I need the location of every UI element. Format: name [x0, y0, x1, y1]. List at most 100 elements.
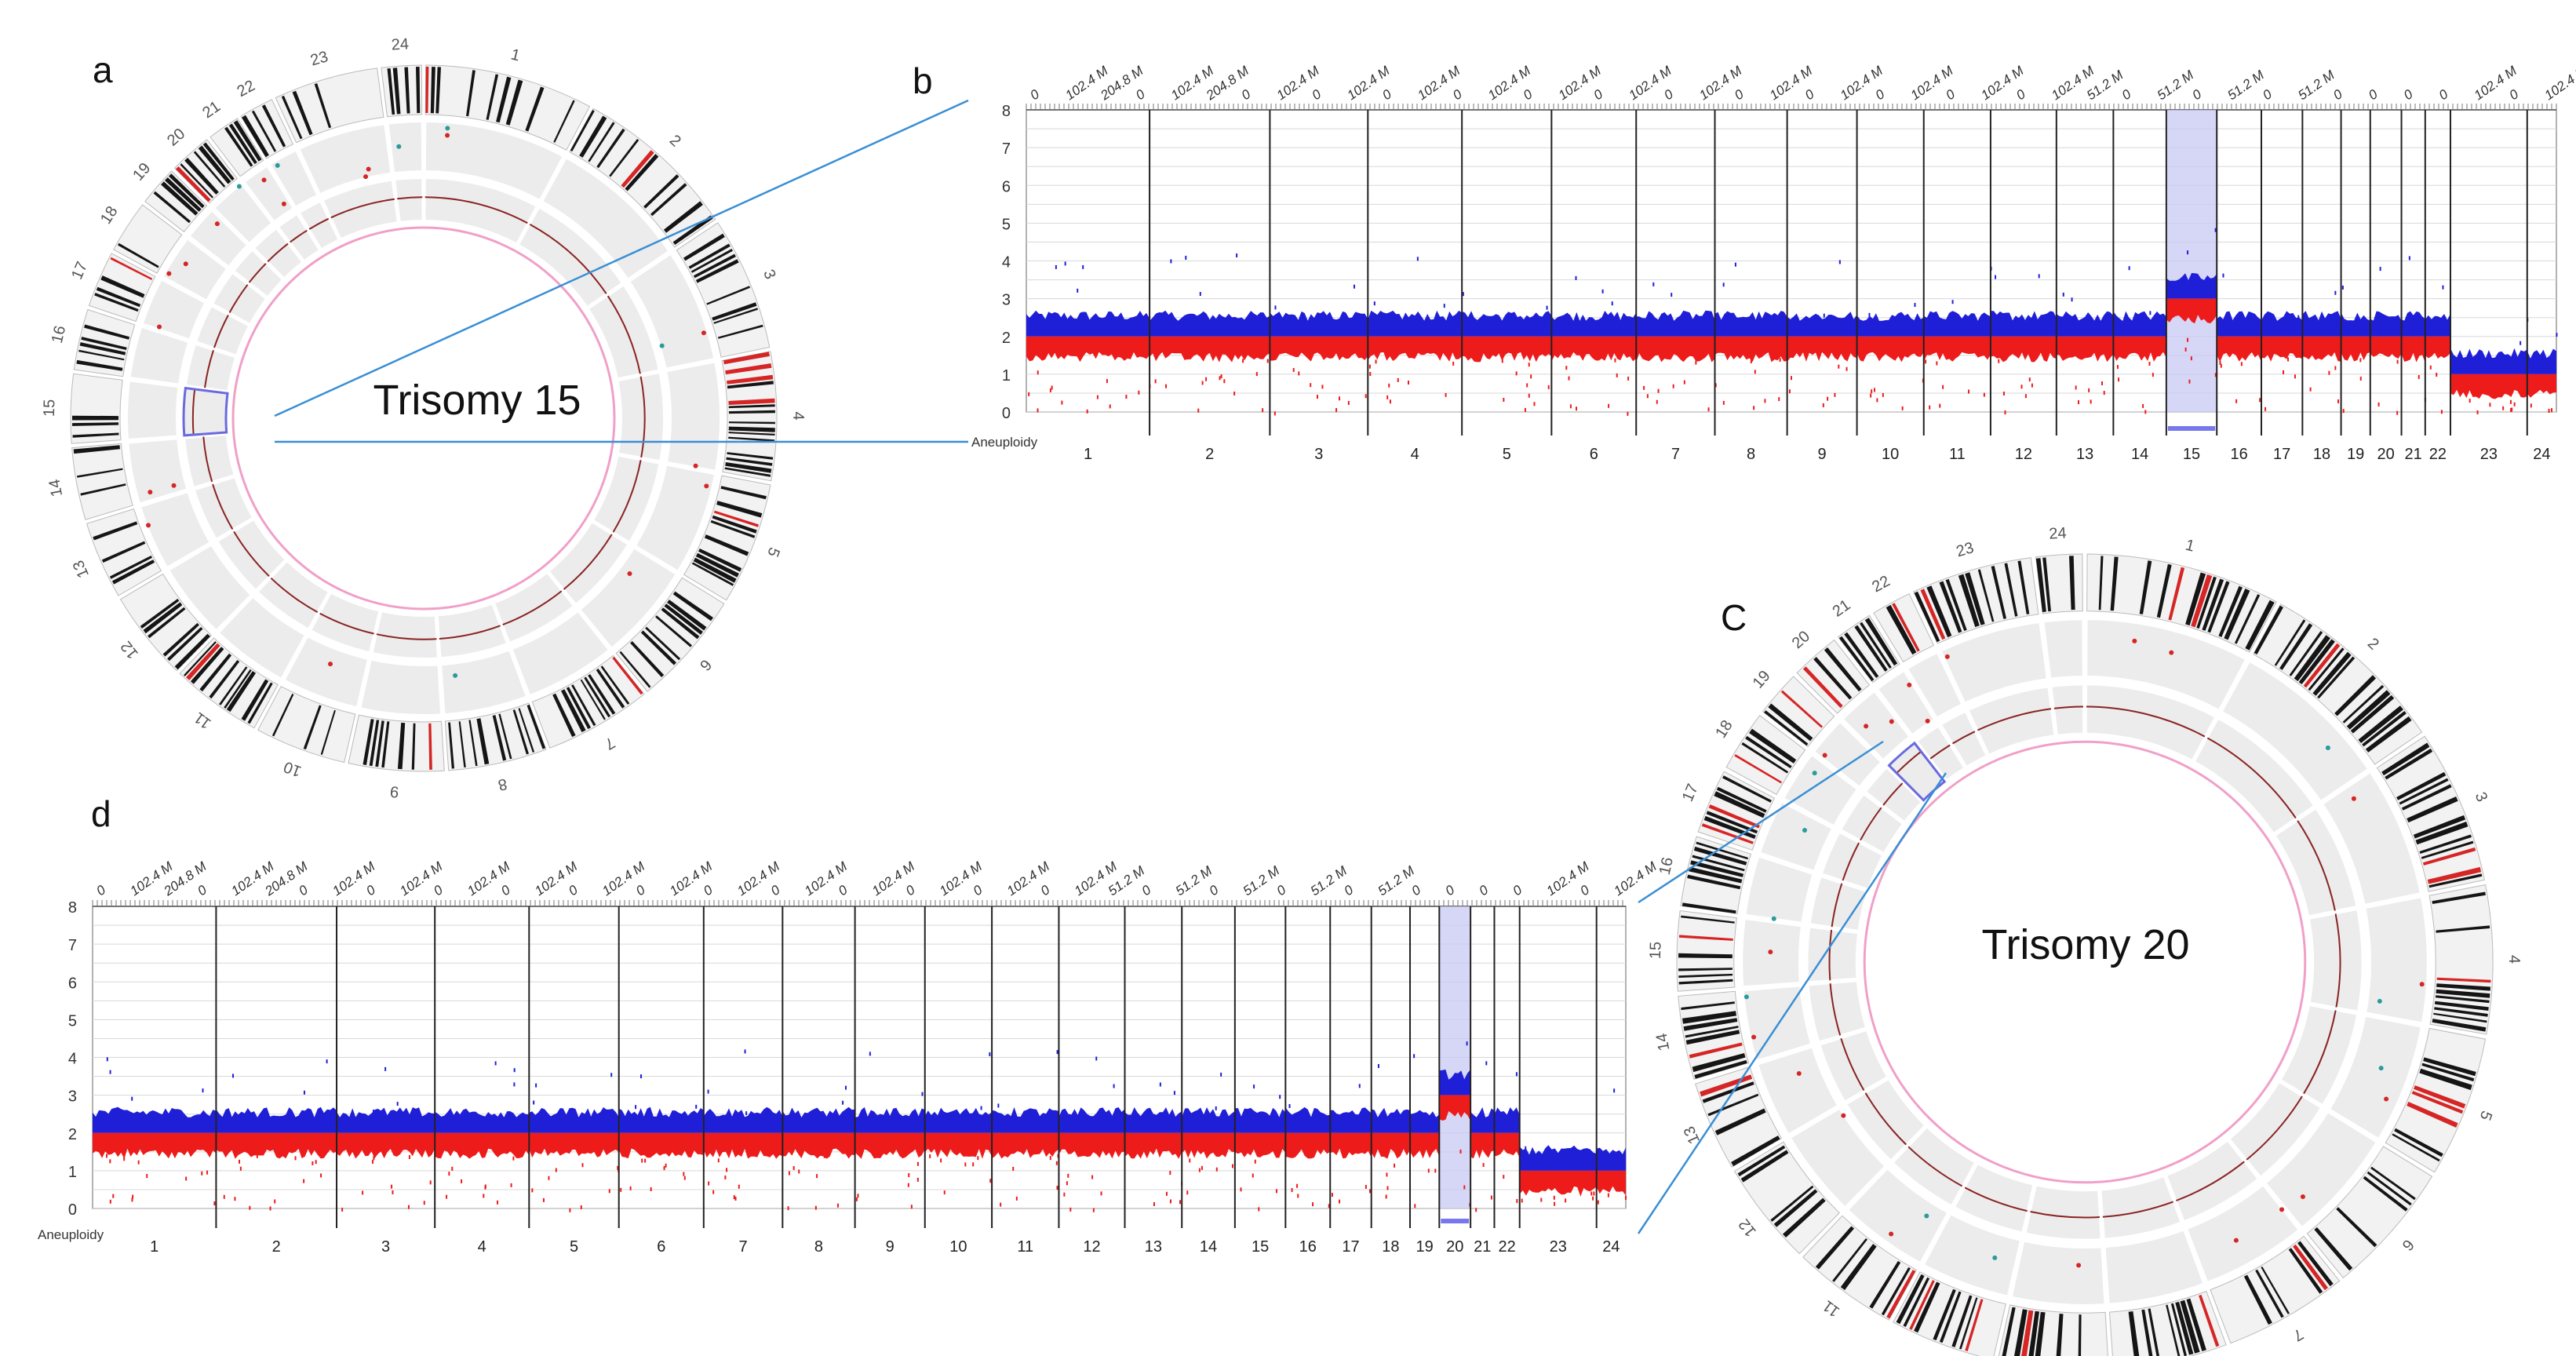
outlier-point [1302, 315, 1304, 319]
copy-number-band-upper [1787, 312, 1857, 337]
ideogram-band [727, 452, 774, 460]
outlier-point [1714, 383, 1717, 388]
ideogram-band [190, 647, 224, 684]
copy-number-band-upper [1270, 311, 1368, 337]
ideogram-band [621, 150, 654, 188]
outlier-point [2334, 366, 2337, 370]
track-segment-inner [1807, 980, 1867, 1043]
outlier-point [372, 1159, 374, 1164]
ideogram-band [1860, 622, 1892, 669]
ideogram-band [2419, 1068, 2472, 1091]
ideogram-band [2358, 705, 2403, 743]
ideogram-segment [275, 67, 384, 144]
outlier-point [1254, 1159, 1256, 1164]
ideogram-band [1681, 915, 1735, 924]
outlier-point [1576, 1150, 1578, 1154]
track-dot [261, 177, 267, 183]
circos-chromosome-label: 11 [191, 709, 214, 732]
outlier-point [2297, 315, 2300, 319]
outlier-point [2476, 410, 2479, 414]
track-dot [275, 162, 280, 168]
ideogram-band [428, 723, 432, 770]
ideogram-band [161, 181, 199, 216]
chromosome-label: 12 [2015, 446, 2032, 463]
ideogram-band [643, 174, 680, 209]
outlier-point [1091, 1175, 1094, 1179]
outlier-point [109, 1159, 111, 1164]
ideogram-band [2175, 1301, 2194, 1355]
outlier-point [1389, 399, 1391, 404]
ideogram-band [2289, 631, 2323, 676]
outlier-point [451, 1166, 454, 1171]
ideogram-band [1854, 625, 1888, 672]
ideogram-band [683, 233, 725, 261]
copy-number-arc [202, 436, 213, 483]
outlier-point [1266, 359, 1269, 363]
track-segment-outer [629, 253, 716, 370]
outlier-point [513, 1082, 516, 1087]
outlier-point [533, 1100, 535, 1105]
ideogram-band [2414, 1085, 2466, 1109]
ideogram-band [199, 653, 232, 692]
circos-chromosome-label: 21 [199, 98, 224, 122]
outlier-point [1462, 292, 1464, 297]
ideogram-band [1722, 775, 1772, 803]
ideogram-band [2274, 619, 2306, 666]
ideogram-band [695, 259, 739, 283]
outlier-point [1515, 1072, 1518, 1077]
ideogram-band [566, 687, 591, 730]
outlier-point [1253, 1084, 1255, 1089]
outlier-point [1553, 1195, 1555, 1200]
copy-number-arc [2102, 1201, 2174, 1218]
ideogram-band [2365, 716, 2412, 753]
outlier-point [2020, 385, 2023, 389]
outlier-point [1882, 392, 1884, 397]
ideogram-segment [1725, 714, 1806, 796]
outlier-point [1627, 411, 1629, 416]
track-segment-outer [1846, 1167, 1949, 1264]
ideogram-segment [71, 443, 133, 520]
copy-number-band-lower [1856, 336, 1924, 363]
ideogram-band [1716, 786, 1767, 813]
ideogram-band [292, 90, 313, 136]
ideogram-segment [676, 222, 771, 358]
outlier-point [2513, 402, 2516, 406]
top-tick-label: 0 [1027, 86, 1042, 103]
outlier-point [734, 1196, 737, 1201]
outlier-point [1871, 389, 1873, 394]
track-segment-outer [1842, 690, 1911, 761]
ideogram-band [93, 521, 138, 541]
track-segment-outer [139, 490, 211, 569]
outlier-point [1373, 301, 1375, 306]
outlier-point [2028, 377, 2031, 382]
circos-chromosome-label: 11 [1820, 1296, 1843, 1320]
outlier-point [2240, 362, 2243, 366]
ideogram-band [314, 83, 332, 129]
ideogram-band [1678, 973, 1733, 978]
outlier-point [2440, 410, 2443, 414]
outlier-point [1822, 403, 1824, 407]
chromosome-label: 11 [1949, 446, 1966, 463]
outlier-point [916, 1177, 919, 1182]
track-dot [148, 490, 153, 495]
ideogram-band [2042, 557, 2051, 612]
copy-number-band-upper [216, 1106, 337, 1133]
copy-number-band-lower [2425, 336, 2450, 359]
ideogram-band [76, 359, 123, 371]
track-segment-outer [1906, 651, 1963, 719]
outlier-point [2396, 359, 2399, 364]
ideogram-band [1700, 1074, 1753, 1097]
outlier-point [1671, 293, 1673, 297]
outlier-point [1565, 1198, 1567, 1203]
outlier-point [2101, 381, 2103, 386]
outlier-point [2214, 373, 2217, 377]
outlier-point [910, 1205, 913, 1209]
ideogram-band [392, 67, 401, 115]
outlier-point [1515, 371, 1518, 376]
ideogram-band [2401, 784, 2452, 811]
track-segment-inner [2050, 683, 2085, 737]
y-tick-label: 6 [1002, 178, 1011, 195]
outlier-point [1722, 400, 1725, 405]
inner-circle [231, 226, 616, 611]
ideogram-band [728, 404, 775, 409]
